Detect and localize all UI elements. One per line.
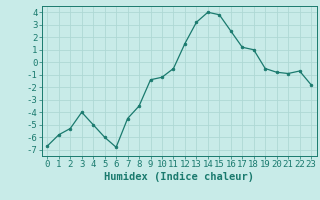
X-axis label: Humidex (Indice chaleur): Humidex (Indice chaleur): [104, 172, 254, 182]
